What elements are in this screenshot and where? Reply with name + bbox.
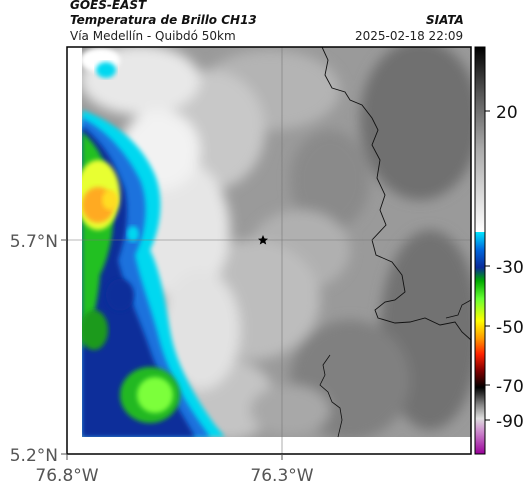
colorbar: 20 -30 -50 -70 -90	[474, 46, 524, 455]
department-line	[319, 354, 343, 438]
colorbar-label-20: 20	[496, 103, 518, 123]
lon-label-76-8: 76.8°W	[35, 466, 98, 486]
colorbar-label-minus50: -50	[496, 318, 524, 338]
colorbar-label-minus90: -90	[496, 412, 524, 432]
product-title: Temperatura de Brillo CH13	[70, 13, 257, 27]
brightness-temperature-field	[76, 47, 471, 440]
satellite-title: GOES-EAST	[70, 0, 147, 12]
lat-label-5-7: 5.7°N	[10, 232, 58, 252]
route-subtitle: Vía Medellín - Quibdó 50km	[70, 29, 236, 43]
lat-label-5-2: 5.2°N	[10, 446, 58, 466]
colorbar-label-minus30: -30	[496, 258, 524, 278]
lon-label-76-3: 76.3°W	[250, 466, 313, 486]
star-icon	[258, 235, 268, 245]
colorbar-label-minus70: -70	[496, 377, 524, 397]
agency-label: SIATA	[426, 13, 464, 27]
datetime-label: 2025-02-18 22:09	[355, 29, 464, 43]
map-frame	[66, 46, 472, 455]
